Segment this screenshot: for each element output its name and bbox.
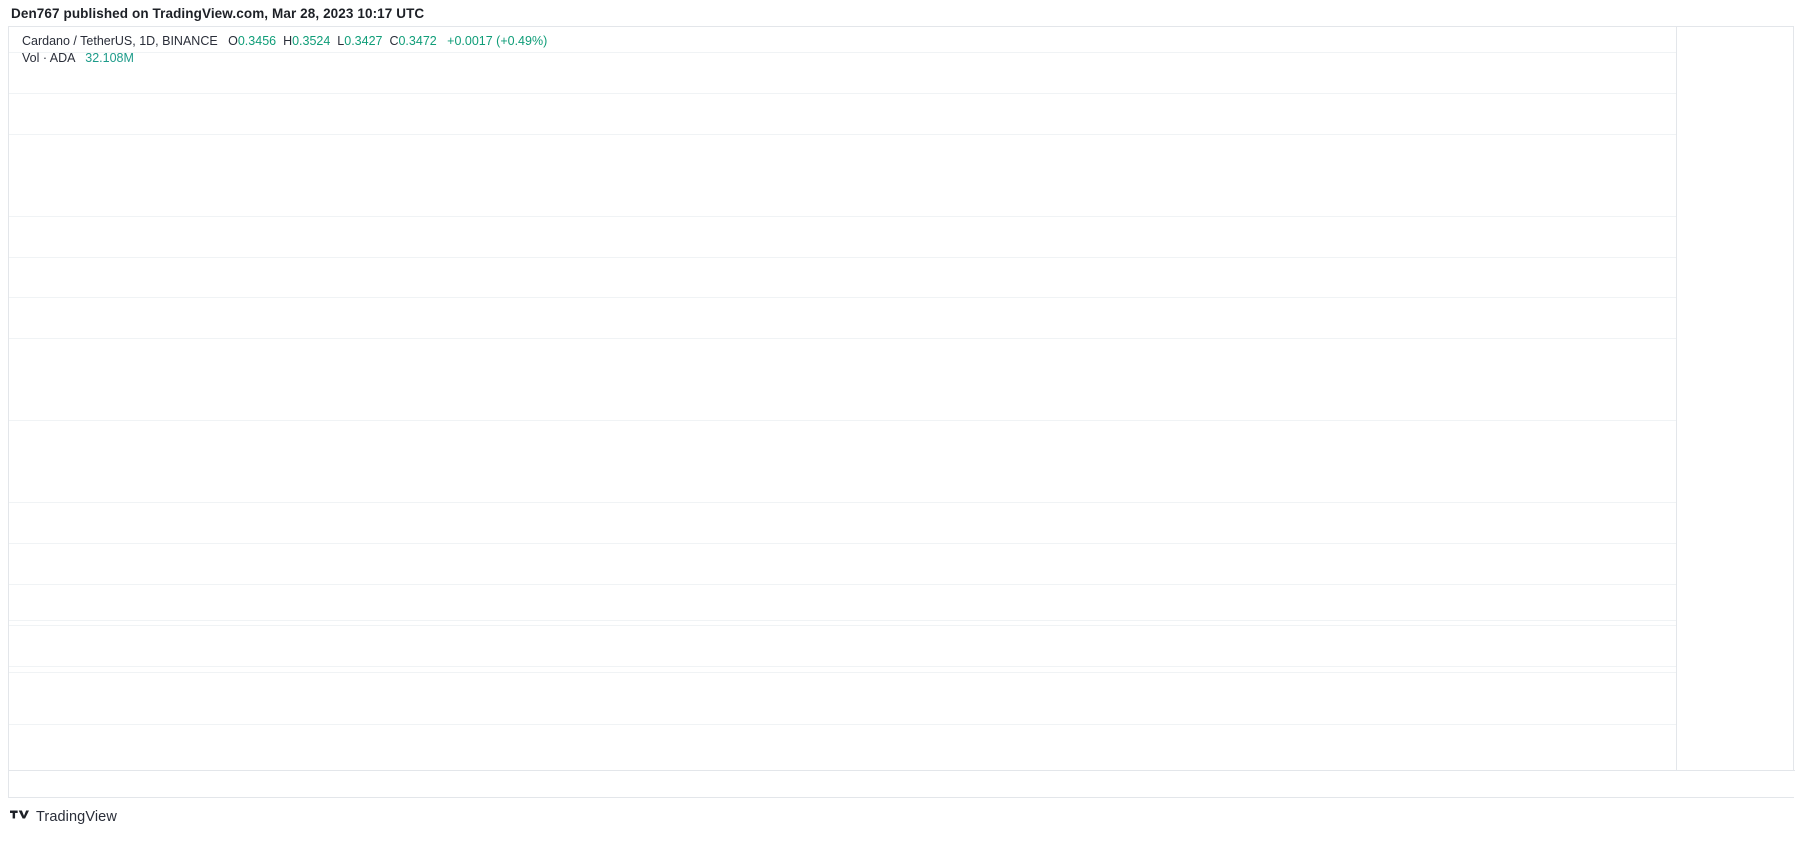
gridline-horizontal <box>9 543 1677 545</box>
time-axis[interactable] <box>9 770 1795 797</box>
gridline-horizontal <box>9 256 1677 258</box>
gridline-horizontal <box>9 51 1677 53</box>
tradingview-brand-label: TradingView <box>36 809 117 825</box>
gridline-horizontal <box>9 420 1677 422</box>
gridline-horizontal <box>9 724 1677 725</box>
gridline-horizontal <box>9 92 1677 94</box>
gridline-horizontal <box>9 672 1677 673</box>
gridline-horizontal <box>9 620 1677 621</box>
footer-brand: TradingView <box>10 808 117 826</box>
gridline-horizontal <box>9 625 1677 627</box>
chart-frame: Cardano / TetherUS, 1D, BINANCE O0.3456 … <box>8 26 1795 798</box>
publisher-line: Den767 published on TradingView.com, Mar… <box>11 6 425 21</box>
gridline-horizontal <box>9 297 1677 299</box>
tradingview-logo-icon <box>10 808 29 826</box>
price-axis[interactable] <box>1676 27 1793 772</box>
plot-area[interactable] <box>9 27 1677 772</box>
gridline-horizontal <box>9 215 1677 217</box>
gridline-horizontal <box>9 133 1677 135</box>
gridline-horizontal <box>9 502 1677 504</box>
gridline-horizontal <box>9 666 1677 668</box>
gridline-horizontal <box>9 338 1677 340</box>
gridline-horizontal <box>9 584 1677 586</box>
